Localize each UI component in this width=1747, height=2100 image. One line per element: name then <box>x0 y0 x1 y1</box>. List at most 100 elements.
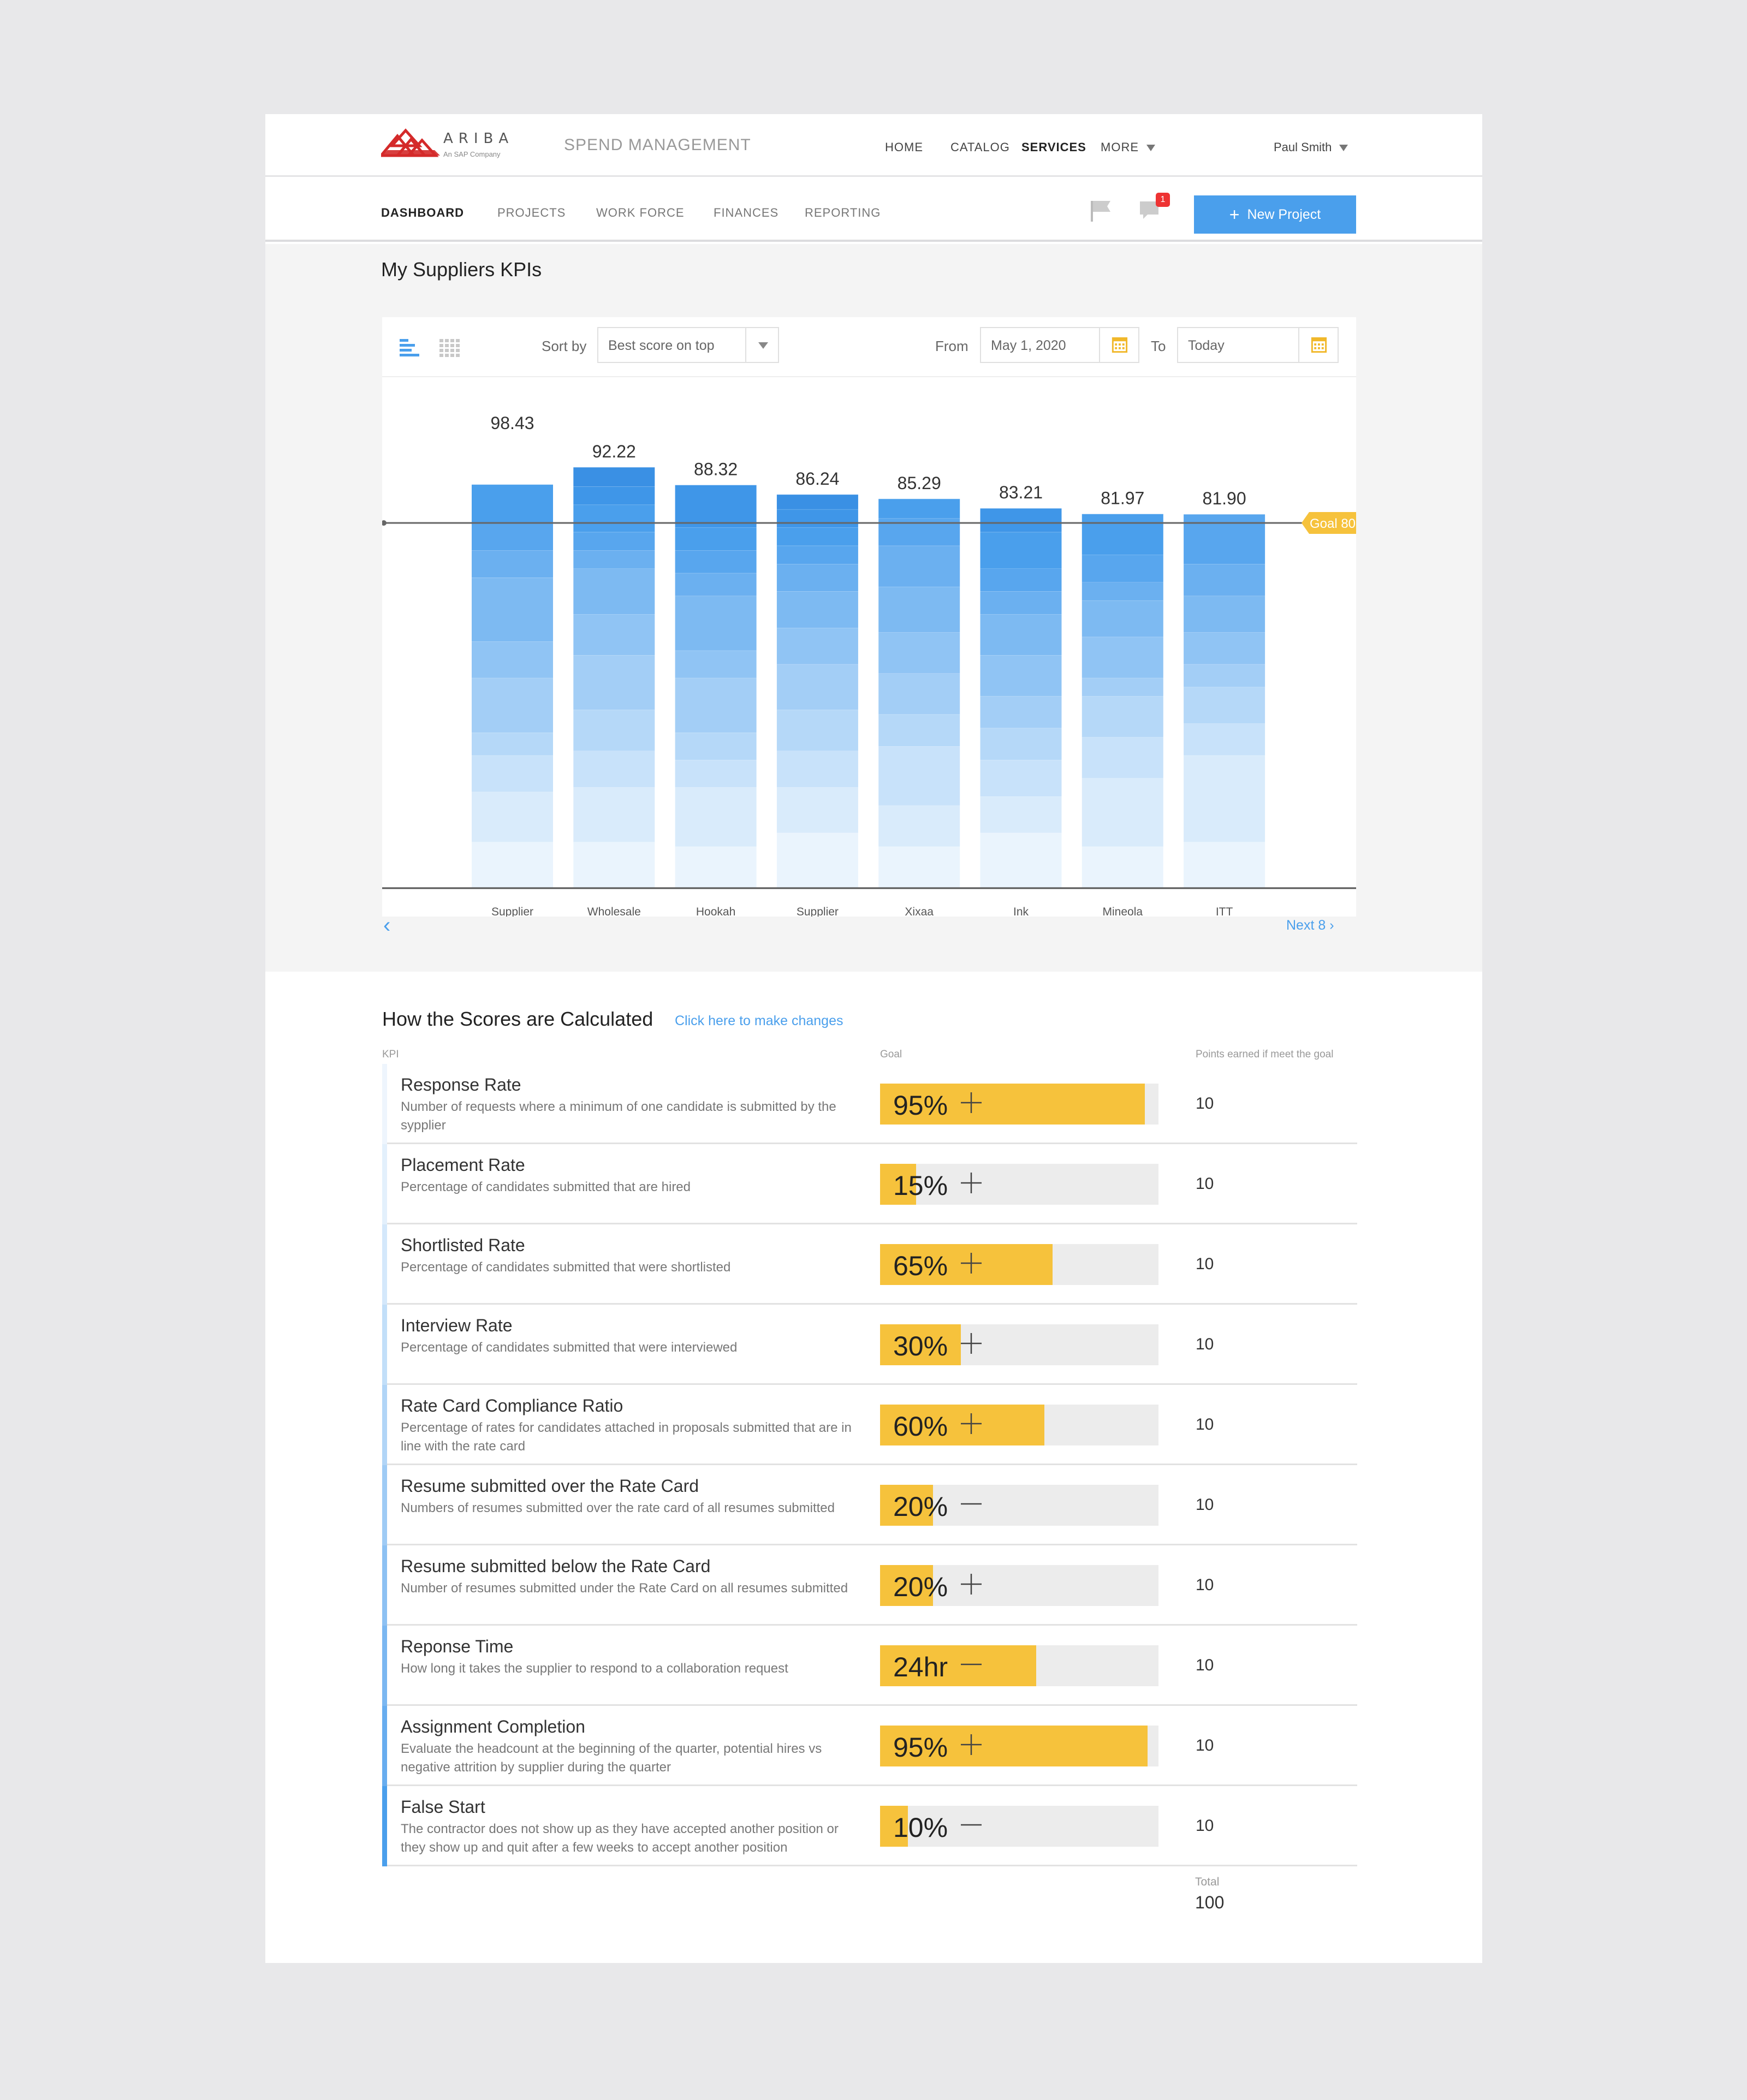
plus-icon[interactable] <box>959 1251 984 1276</box>
bar-segment[interactable] <box>573 504 655 532</box>
minus-icon[interactable] <box>959 1652 984 1677</box>
bar-segment[interactable] <box>1184 687 1265 724</box>
bar-segment[interactable] <box>472 484 553 523</box>
bar-segment[interactable] <box>776 751 858 788</box>
bar-segment[interactable] <box>573 751 655 788</box>
bar-segment[interactable] <box>980 728 1062 760</box>
goal-gauge[interactable]: 95% <box>880 1726 1158 1766</box>
goal-gauge[interactable]: 20% <box>880 1485 1158 1526</box>
minus-icon[interactable] <box>959 1812 984 1837</box>
bar-segment[interactable] <box>472 677 553 733</box>
to-date-field[interactable]: Today <box>1177 327 1339 363</box>
bar-segment[interactable] <box>675 596 757 651</box>
bar-segment[interactable] <box>1082 778 1163 847</box>
sort-select[interactable]: Best score on top <box>597 327 779 363</box>
bar-segment[interactable] <box>675 650 757 678</box>
bar-segment[interactable] <box>675 677 757 733</box>
bar-segment[interactable] <box>1184 723 1265 755</box>
ariba-logo[interactable]: ARIBA An SAP Company <box>381 128 528 166</box>
bar-segment[interactable] <box>980 508 1062 532</box>
nav-catalog[interactable]: CATALOG <box>950 140 1010 154</box>
new-project-button[interactable]: + New Project <box>1194 195 1356 234</box>
bar-segment[interactable] <box>573 467 655 487</box>
bar-segment[interactable] <box>776 494 858 509</box>
bar-segment[interactable] <box>573 568 655 615</box>
nav-home[interactable]: HOME <box>885 140 923 154</box>
subnav-finances[interactable]: FINANCES <box>714 206 779 219</box>
subnav-projects[interactable]: PROJECTS <box>497 206 566 219</box>
plus-icon[interactable] <box>959 1572 984 1597</box>
bar-segment[interactable] <box>980 532 1062 569</box>
bar-segment[interactable] <box>472 550 553 578</box>
next-page-link[interactable]: Next 8 › <box>1286 918 1334 933</box>
bar-segment[interactable] <box>980 796 1062 833</box>
bar-segment[interactable] <box>675 527 757 551</box>
bar-segment[interactable] <box>573 550 655 569</box>
goal-gauge[interactable]: 15% <box>880 1164 1158 1205</box>
bar-segment[interactable] <box>980 568 1062 592</box>
bar-segment[interactable] <box>573 787 655 842</box>
bar-segment[interactable] <box>1082 555 1163 582</box>
bar-segment[interactable] <box>675 550 757 573</box>
plus-icon[interactable] <box>959 1170 984 1195</box>
bar-segment[interactable] <box>1082 677 1163 697</box>
bar-segment[interactable] <box>1184 564 1265 596</box>
goal-gauge[interactable]: 24hr <box>880 1645 1158 1686</box>
bar-segment[interactable] <box>878 805 960 847</box>
bar-segment[interactable] <box>675 760 757 788</box>
bar-segment[interactable] <box>472 523 553 551</box>
bar-segment[interactable] <box>573 655 655 710</box>
bar-segment[interactable] <box>776 564 858 592</box>
user-menu[interactable]: Paul Smith <box>1274 140 1348 154</box>
bar-segment[interactable] <box>776 591 858 628</box>
bar-segment[interactable] <box>1184 632 1265 664</box>
goal-gauge[interactable]: 10% <box>880 1806 1158 1847</box>
bar-segment[interactable] <box>1082 582 1163 600</box>
make-changes-link[interactable]: Click here to make changes <box>675 1013 843 1028</box>
bar-segment[interactable] <box>675 485 757 528</box>
bar-segment[interactable] <box>980 696 1062 728</box>
plus-icon[interactable] <box>959 1732 984 1757</box>
bar-segment[interactable] <box>1184 842 1265 888</box>
bar-segment[interactable] <box>1184 755 1265 842</box>
bar-segment[interactable] <box>878 746 960 806</box>
bar-segment[interactable] <box>980 591 1062 614</box>
bar-segment[interactable] <box>1184 514 1265 564</box>
bar-segment[interactable] <box>1082 636 1163 678</box>
plus-icon[interactable] <box>959 1411 984 1436</box>
bar-segment[interactable] <box>675 573 757 596</box>
calendar-icon[interactable] <box>1298 328 1338 362</box>
nav-services[interactable]: SERVICES <box>1021 140 1086 154</box>
bar-segment[interactable] <box>776 527 858 546</box>
goal-gauge[interactable]: 20% <box>880 1565 1158 1606</box>
bar-segment[interactable] <box>878 632 960 674</box>
bar-segment[interactable] <box>1082 696 1163 737</box>
bar-segment[interactable] <box>472 755 553 792</box>
plus-icon[interactable] <box>959 1090 984 1115</box>
bar-segment[interactable] <box>776 628 858 664</box>
goal-gauge[interactable]: 95% <box>880 1084 1158 1125</box>
bar-segment[interactable] <box>776 509 858 528</box>
subnav-work-force[interactable]: WORK FORCE <box>596 206 685 219</box>
bar-segment[interactable] <box>878 846 960 888</box>
bar-segment[interactable] <box>573 710 655 751</box>
nav-more[interactable]: MORE <box>1101 140 1155 154</box>
bar-segment[interactable] <box>573 486 655 505</box>
bar-segment[interactable] <box>1082 737 1163 778</box>
bar-segment[interactable] <box>573 532 655 551</box>
subnav-reporting[interactable]: REPORTING <box>805 206 881 219</box>
grid-view-icon[interactable] <box>439 338 461 358</box>
goal-gauge[interactable]: 30% <box>880 1324 1158 1365</box>
bar-segment[interactable] <box>776 710 858 751</box>
goal-gauge[interactable]: 65% <box>880 1244 1158 1285</box>
bar-segment[interactable] <box>1184 596 1265 633</box>
bar-segment[interactable] <box>980 655 1062 697</box>
bar-segment[interactable] <box>472 641 553 678</box>
bar-segment[interactable] <box>776 787 858 833</box>
goal-gauge[interactable]: 60% <box>880 1405 1158 1445</box>
flag-icon[interactable] <box>1089 199 1113 223</box>
bar-segment[interactable] <box>878 545 960 587</box>
from-date-field[interactable]: May 1, 2020 <box>980 327 1139 363</box>
bar-segment[interactable] <box>472 792 553 842</box>
bar-view-icon[interactable] <box>400 338 421 358</box>
